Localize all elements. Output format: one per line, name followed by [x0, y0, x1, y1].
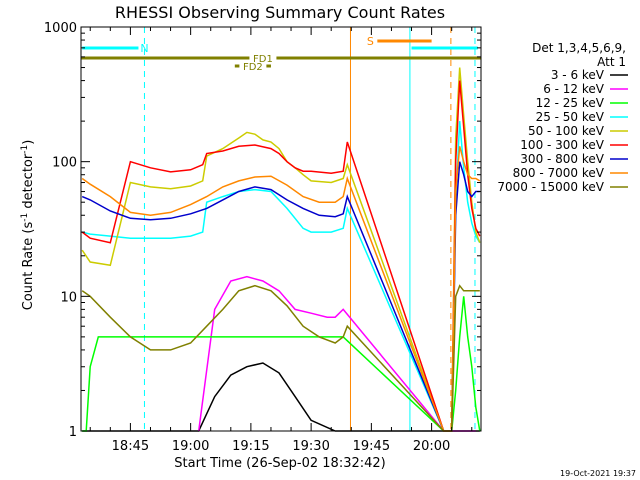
y-axis: 1 10 100 1000 [44, 21, 481, 440]
legend-label: 50 - 100 keV [528, 124, 605, 138]
decimation-label: FD1 [253, 54, 273, 65]
x-tick-label: 19:45 [353, 439, 390, 454]
series-line [81, 284, 480, 432]
y-tick-label: 100 [52, 156, 77, 171]
legend-label: 12 - 25 keV [536, 96, 605, 110]
legend-label: 3 - 6 keV [551, 68, 605, 82]
series-line [81, 67, 481, 432]
x-axis: 18:45 19:00 19:15 19:30 19:45 20:00 [89, 27, 473, 454]
plot-frame [80, 26, 482, 432]
legend-label: 100 - 300 keV [520, 138, 604, 152]
x-tick-label: 19:30 [292, 439, 329, 454]
series-line [81, 80, 481, 432]
legend-label: 800 - 7000 keV [513, 166, 605, 180]
decimation-label: FD2 [243, 62, 263, 73]
x-tick-label: 18:45 [112, 439, 149, 454]
x-tick-label: 19:00 [172, 439, 209, 454]
y-tick-label: 1 [69, 425, 77, 440]
series-line [82, 121, 481, 432]
footer-date: 19-Oct-2021 19:37 [560, 469, 636, 478]
attenuator-label: N [140, 42, 148, 55]
x-axis-label: Start Time (26-Sep-02 18:32:42) [174, 456, 385, 471]
x-tick-label: 20:00 [413, 439, 450, 454]
series-line [81, 161, 480, 432]
series-line [81, 146, 481, 432]
legend-label: 25 - 50 keV [536, 110, 605, 124]
legend-label: 300 - 800 keV [520, 152, 604, 166]
legend-header-2: Att 1 [597, 55, 626, 69]
y-tick-label: 1000 [44, 21, 77, 36]
legend-label: 6 - 12 keV [543, 82, 605, 96]
legend-label: 7000 - 15000 keV [497, 180, 604, 194]
series-line [82, 296, 481, 432]
y-axis-label: Count Rate (s-1 detector-1) [20, 140, 36, 311]
x-tick-label: 19:15 [232, 439, 269, 454]
chart-title: RHESSI Observing Summary Count Rates [115, 3, 445, 22]
legend-header-1: Det 1,3,4,5,6,9, [532, 41, 626, 55]
attenuator-label: S [367, 35, 374, 48]
y-tick-label: 10 [60, 290, 77, 305]
